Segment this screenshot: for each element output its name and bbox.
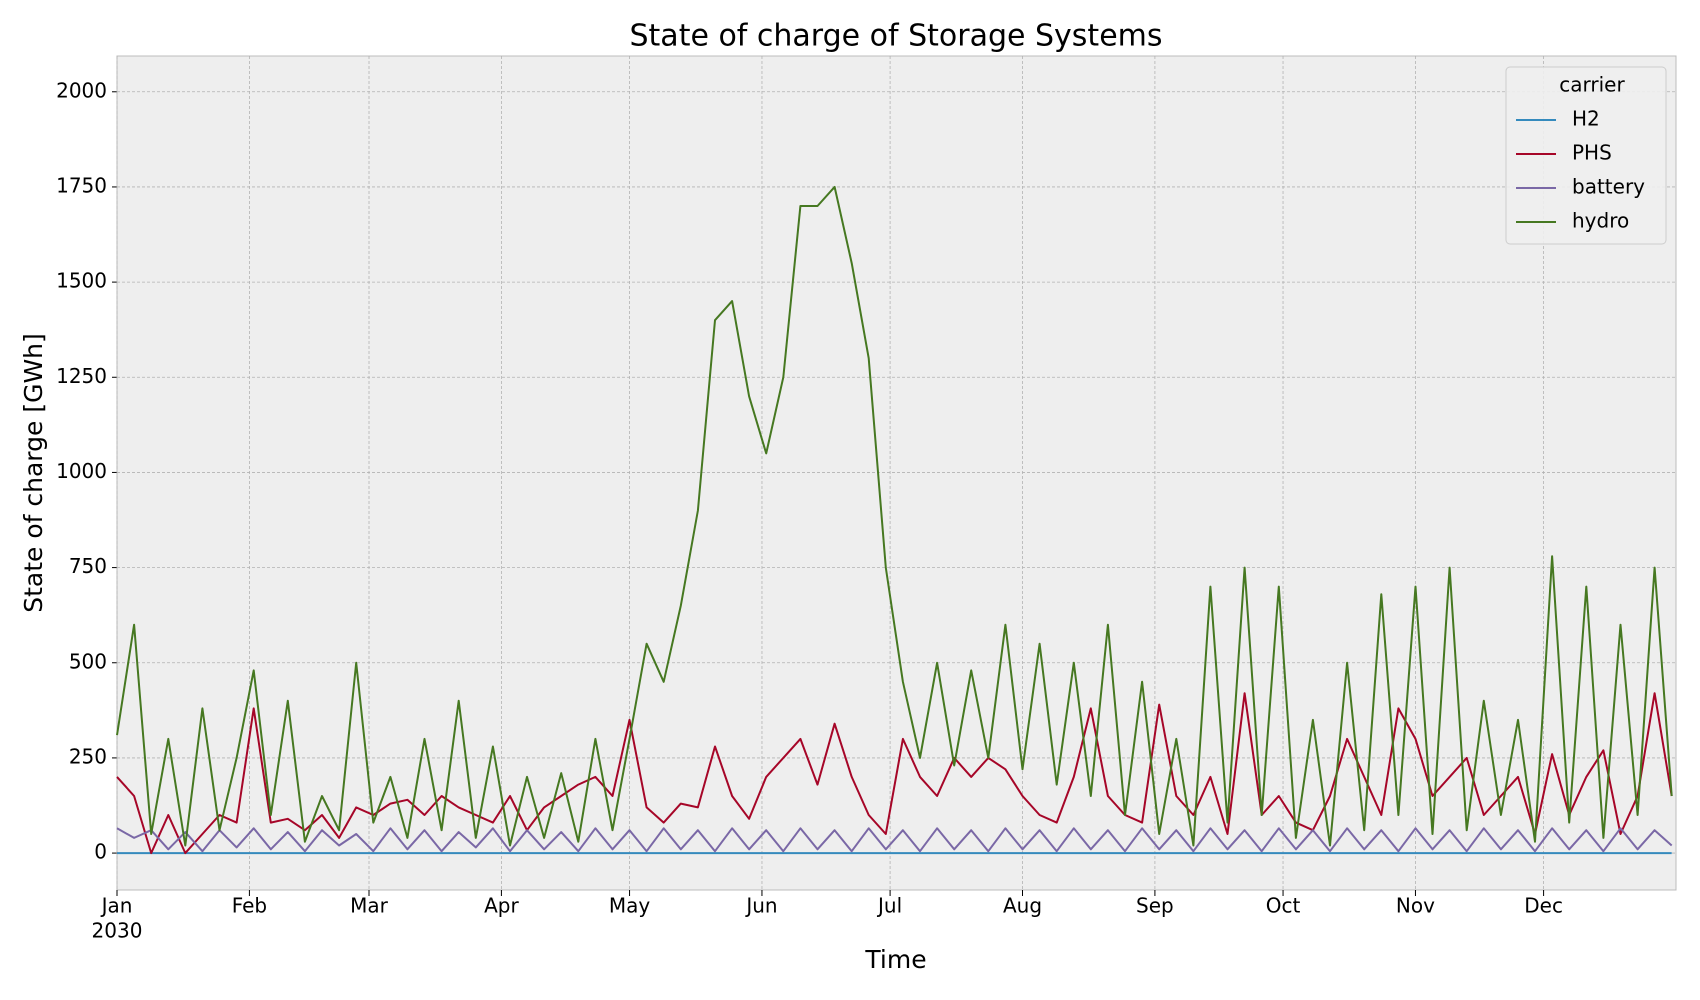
y-tick-label: 1500 (56, 269, 107, 293)
y-axis-label: State of charge [GWh] (19, 333, 48, 613)
x-tick-label: Mar (350, 894, 389, 918)
x-tick-label: Apr (484, 894, 519, 918)
x-year-label: 2030 (92, 919, 143, 943)
tick-labels: 0 250 500 750 1000 1250 1500 1750 2000 Jan Feb Mar A… (56, 78, 1563, 942)
y-tick-label: 500 (69, 649, 107, 673)
y-tick-label: 750 (69, 554, 107, 578)
grid (112, 56, 1676, 896)
y-tick-label: 1000 (56, 459, 107, 483)
x-tick-label: Jan (100, 894, 133, 918)
y-tick-label: 1750 (56, 173, 107, 197)
legend-label: battery (1572, 175, 1645, 199)
legend-title: carrier (1559, 73, 1625, 97)
chart-title: State of charge of Storage Systems (630, 19, 1163, 54)
legend-box (1505, 66, 1667, 245)
x-tick-label: Jun (744, 894, 777, 918)
x-tick-label: Feb (232, 894, 267, 918)
legend-label: hydro (1572, 209, 1629, 233)
x-tick-label: Sep (1136, 894, 1174, 918)
lines (116, 185, 1673, 855)
legend-label: H2 (1572, 107, 1600, 131)
y-tick-label: 2000 (56, 78, 107, 102)
y-tick-label: 0 (94, 840, 107, 864)
series-line (116, 185, 1673, 847)
x-tick-label: Aug (1003, 894, 1042, 918)
x-tick-label: May (609, 894, 651, 918)
series-line (116, 827, 1673, 853)
plot-area (116, 55, 1677, 891)
legend: carrier H2 PHS battery hydro (1505, 66, 1667, 245)
y-tick-label: 250 (69, 744, 107, 768)
x-tick-label: Jul (876, 894, 902, 918)
x-tick-label: Nov (1396, 894, 1435, 918)
legend-label: PHS (1572, 141, 1612, 165)
y-tick-label: 1250 (56, 364, 107, 388)
x-axis-label: Time (864, 945, 926, 974)
x-tick-label: Oct (1266, 894, 1301, 918)
x-tick-label: Dec (1524, 894, 1563, 918)
